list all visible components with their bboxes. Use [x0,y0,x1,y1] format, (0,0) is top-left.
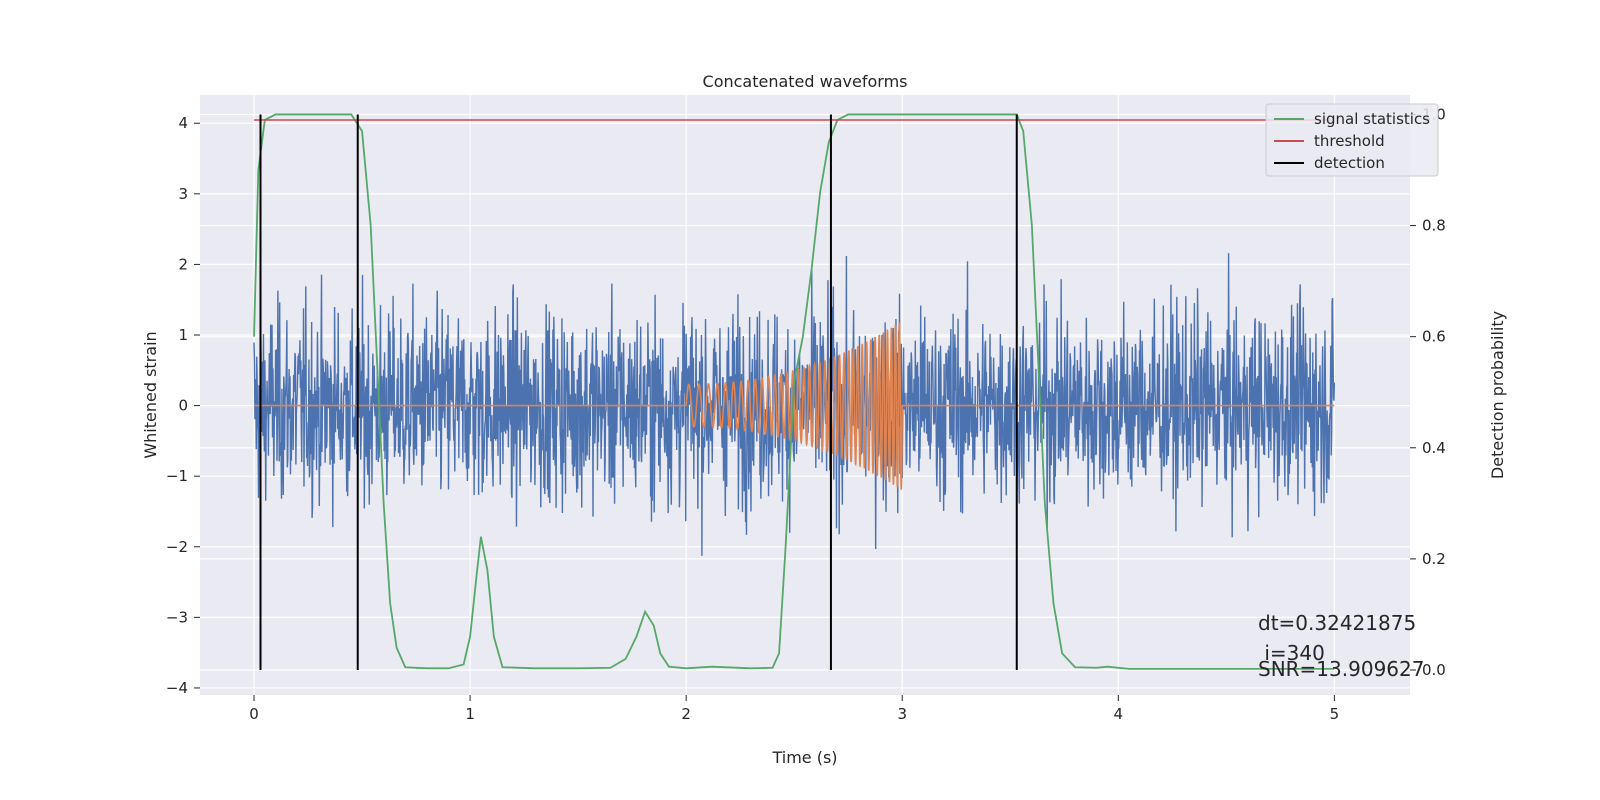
y-left-tick-label: −2 [166,538,188,556]
y-right-tick-label: 0.8 [1422,217,1446,235]
legend-label: detection [1314,154,1385,172]
y-left-tick-label: −4 [166,679,188,697]
x-axis-label: Time (s) [771,748,837,767]
y-left-tick-label: −1 [166,467,188,485]
chirp-line [254,322,1335,490]
legend-label: threshold [1314,132,1385,150]
x-tick-label: 2 [681,705,691,723]
annotation-index: i=340 [1258,641,1325,665]
y-axis-label-left: Whitened strain [141,331,160,458]
y-left-tick-label: 4 [178,114,188,132]
legend-label: signal statistics [1314,110,1430,128]
detection-series [259,114,1018,670]
y-right-tick-label: 0.6 [1422,328,1446,346]
y-axis-label-right: Detection probability [1488,311,1507,479]
chart-title: Concatenated waveforms [703,72,908,91]
y-right-tick-label: 0.2 [1422,550,1446,568]
signal-statistics-series [253,113,1335,670]
legend-box [1265,103,1439,177]
x-tick-label: 4 [1114,705,1124,723]
x-tick-label: 5 [1330,705,1340,723]
x-tick-label: 3 [897,705,907,723]
x-tick-label: 0 [249,705,259,723]
signal-statistics-line [253,113,1335,670]
y-right-tick-label: 0.4 [1422,439,1446,457]
y-left-tick-label: 3 [178,185,188,203]
strain-line [253,253,1336,556]
annotation-snr: SNR=13.909627 [1258,657,1424,681]
y-left-tick-label: 1 [178,326,188,344]
y-left-tick-label: 2 [178,255,188,273]
annotation-dt: dt=0.32421875 [1258,611,1416,635]
strain-series [253,253,1336,556]
y-left-tick-label: 0 [178,397,188,415]
y-left-tick-label: −3 [166,608,188,626]
chirp-series [254,322,1335,490]
legend: signal statistics threshold detection [1265,103,1439,177]
x-tick-label: 1 [465,705,475,723]
y-right-tick-label: 0.0 [1422,661,1446,679]
